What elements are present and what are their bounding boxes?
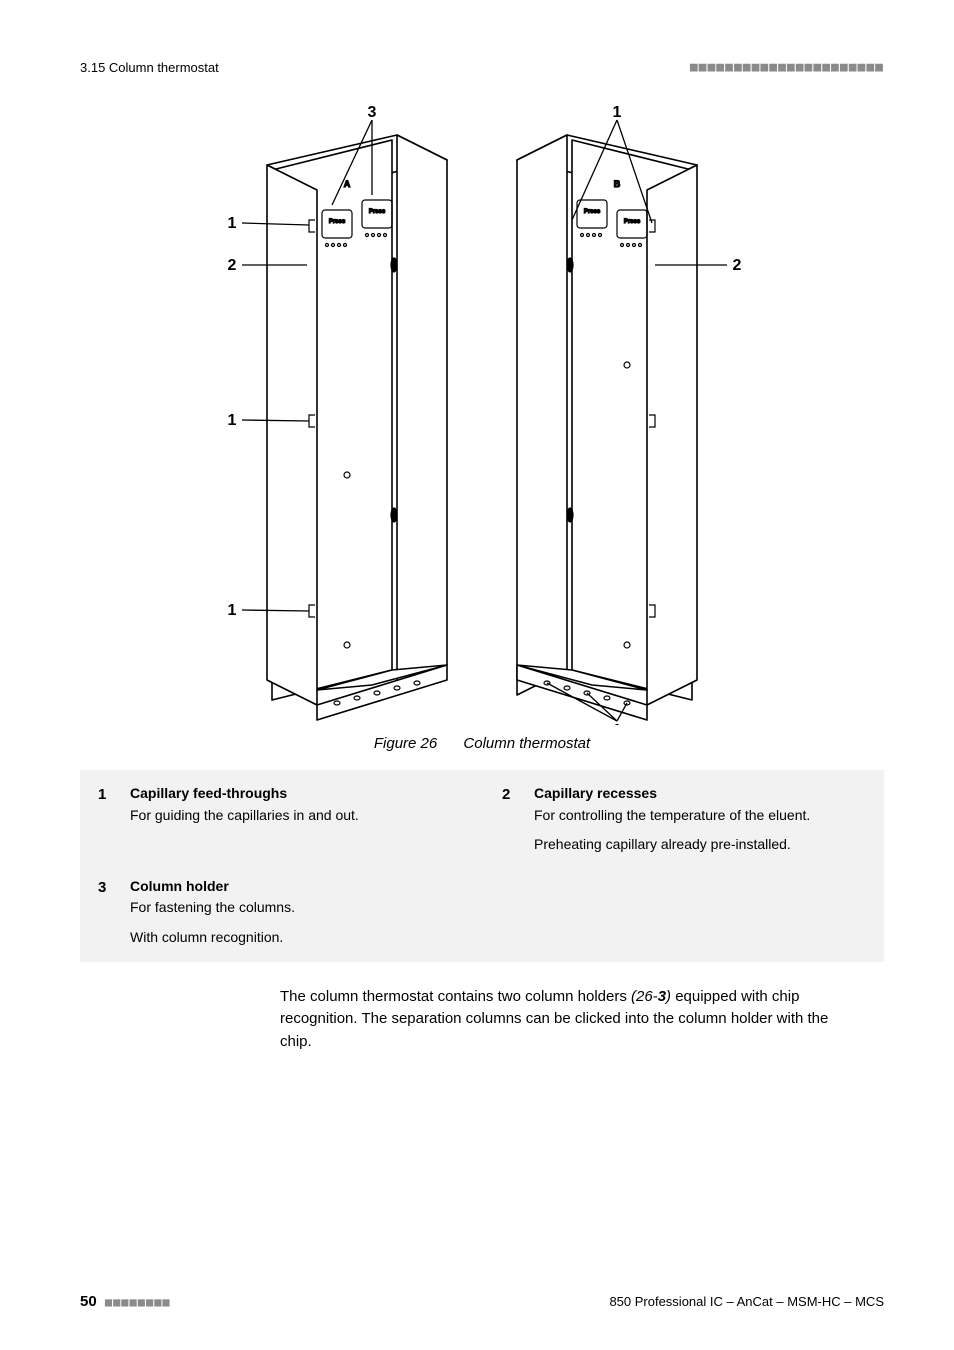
legend-entry: 2 Capillary recesses For controlling the… [502,784,866,855]
press-label: Press [624,219,641,225]
page-footer: 50 ■■■■■■■■ 850 Professional IC – AnCat … [80,1293,884,1310]
svg-text:A: A [344,179,351,189]
callout-2: 2 [733,257,742,274]
legend-title: Capillary feed-throughs [130,784,359,804]
legend-desc: For fastening the columns. [130,898,295,918]
page-number: 50 ■■■■■■■■ [80,1293,171,1310]
callout-1: 1 [228,602,237,619]
header-marks: ■■■■■■■■■■■■■■■■■■■■■■ [690,60,884,75]
legend-entry: 3 Column holder For fastening the column… [98,877,462,948]
callout-1: 1 [613,105,622,121]
legend-title: Column holder [130,877,295,897]
body-text-before: The column thermostat contains two colum… [280,988,631,1005]
figure-caption: Figure 26 Column thermostat [80,735,884,752]
legend-desc2: With column recognition. [130,928,295,948]
legend-number: 1 [98,784,130,855]
press-label: Press [584,209,601,215]
page-root: 3.15 Column thermostat ■■■■■■■■■■■■■■■■■… [0,0,954,1350]
footer-title: 850 Professional IC – AnCat – MSM-HC – M… [609,1294,884,1309]
legend-desc: For guiding the capillaries in and out. [130,806,359,826]
press-label: Press [369,209,386,215]
legend-number: 2 [502,784,534,855]
body-paragraph: The column thermostat contains two colum… [280,986,840,1054]
figure-legend: 1 Capillary feed-throughs For guiding th… [80,770,884,962]
press-label: Press [329,219,346,225]
callout-3: 3 [368,105,377,121]
callout-2: 2 [228,257,237,274]
svg-text:B: B [614,179,621,189]
callout-1: 1 [613,722,622,725]
figure-title: Column thermostat [463,735,590,752]
ref-open: (26- [631,988,658,1005]
callout-1: 1 [228,215,237,232]
page-header: 3.15 Column thermostat ■■■■■■■■■■■■■■■■■… [80,60,884,75]
legend-number: 3 [98,877,130,948]
figure-number: Figure 26 [374,735,437,752]
legend-title: Capillary recesses [534,784,810,804]
thermostat-diagram: Press Press A [197,105,767,725]
footer-marks: ■■■■■■■■ [105,1295,171,1309]
callout-1: 1 [228,412,237,429]
section-number: 3.15 Column thermostat [80,60,219,75]
figure-column-thermostat: Press Press A [197,105,767,725]
legend-entry: 1 Capillary feed-throughs For guiding th… [98,784,462,855]
legend-desc: For controlling the temperature of the e… [534,806,810,826]
legend-desc2: Preheating capillary already pre-install… [534,835,810,855]
ref-bold: 3 [658,988,666,1005]
